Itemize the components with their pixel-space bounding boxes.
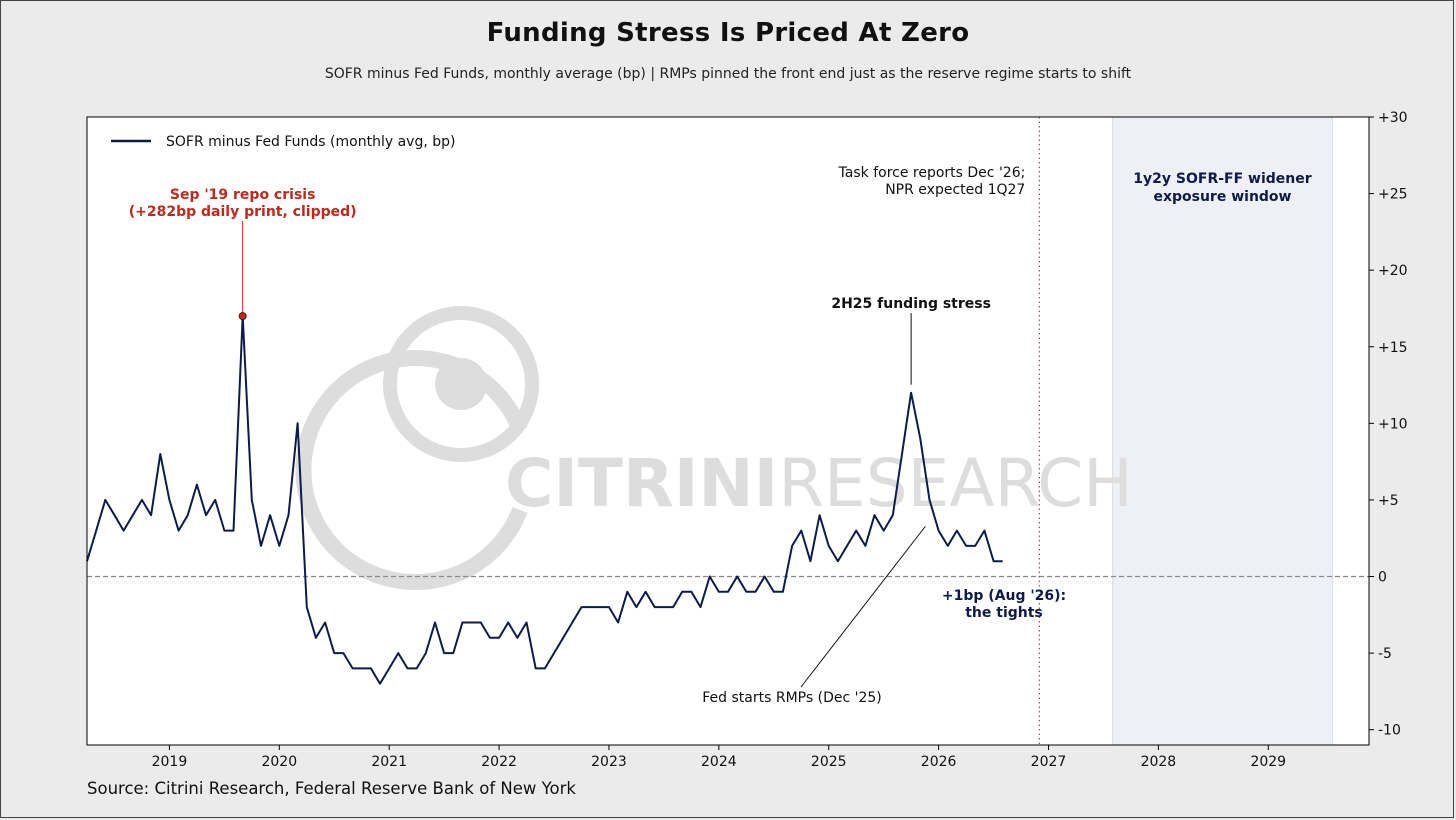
y-tick-label: +20 — [1378, 263, 1408, 279]
y-tick-label: +15 — [1378, 340, 1408, 356]
x-tick-label: 2026 — [921, 754, 957, 770]
task-force-annotation: NPR expected 1Q27 — [885, 182, 1025, 198]
y-tick-label: +5 — [1378, 493, 1399, 509]
x-tick-label: 2024 — [701, 754, 737, 770]
y-tick-label: -10 — [1378, 723, 1401, 739]
crisis-annotation: Sep '19 repo crisis — [170, 187, 316, 203]
watermark-text: CITRINIRESEARCH — [505, 445, 1133, 522]
x-tick-label: 2021 — [371, 754, 407, 770]
crisis-marker — [238, 312, 247, 321]
x-tick-label: 2029 — [1250, 754, 1286, 770]
citrini-logo-icon — [383, 306, 539, 462]
stress-annotation: 2H25 funding stress — [831, 296, 991, 312]
x-tick-label: 2020 — [261, 754, 297, 770]
rmp-leader — [800, 525, 926, 688]
exposure-window-label: 1y2y SOFR-FF widener — [1133, 171, 1311, 187]
rmp-annotation: Fed starts RMPs (Dec '25) — [702, 690, 881, 706]
plot-border — [86, 116, 1370, 746]
legend: SOFR minus Fed Funds (monthly avg, bp) — [111, 134, 455, 150]
y-tick-label: -5 — [1378, 646, 1392, 662]
y-tick-label: +30 — [1378, 110, 1408, 126]
crisis-annotation: (+282bp daily print, clipped) — [129, 204, 357, 220]
logo-arc — [295, 350, 528, 590]
x-tick-label: 2027 — [1031, 754, 1067, 770]
legend-label: SOFR minus Fed Funds (monthly avg, bp) — [166, 134, 455, 150]
chart-subtitle: SOFR minus Fed Funds, monthly average (b… — [324, 66, 1132, 82]
x-tick-label: 2025 — [811, 754, 847, 770]
y-tick-label: 0 — [1378, 570, 1387, 586]
exposure-window-shade — [1112, 116, 1333, 746]
watermark: CITRINIRESEARCH — [295, 306, 1133, 590]
task-force-annotation: Task force reports Dec '26; — [838, 165, 1026, 181]
y-tick-label: +25 — [1378, 187, 1408, 203]
tights-annotation: the tights — [965, 605, 1043, 621]
x-tick-label: 2028 — [1141, 754, 1177, 770]
x-tick-label: 2023 — [591, 754, 627, 770]
tights-annotation: +1bp (Aug '26): — [942, 588, 1066, 604]
x-tick-label: 2022 — [481, 754, 517, 770]
exposure-window-label: exposure window — [1153, 189, 1291, 205]
x-tick-label: 2019 — [152, 754, 188, 770]
series-line — [86, 315, 1003, 685]
source-note: Source: Citrini Research, Federal Reserv… — [87, 779, 576, 798]
watermark-light: RESEARCH — [778, 445, 1133, 522]
watermark-bold: CITRINI — [505, 445, 778, 522]
y-tick-label: +10 — [1378, 416, 1408, 432]
chart-title: Funding Stress Is Priced At Zero — [486, 18, 970, 48]
